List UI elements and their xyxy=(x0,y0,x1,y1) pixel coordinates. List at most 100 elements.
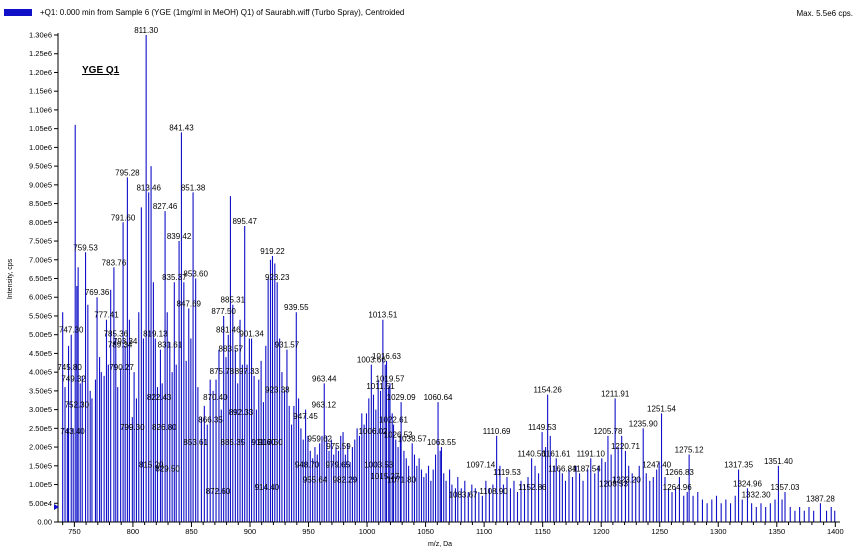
y-tick-label: 1.00e5 xyxy=(29,480,52,489)
peak-label: 1140.56 xyxy=(517,449,546,458)
peak-label-minor: 923.38 xyxy=(265,386,290,395)
peak-label: 1205.78 xyxy=(593,427,622,436)
peak-label: 785.36 xyxy=(104,329,129,338)
peak-label: 1029.09 xyxy=(387,393,416,402)
peak-label: 895.47 xyxy=(232,217,257,226)
max-intensity-label: Max. 5.5e6 cps. xyxy=(796,9,853,18)
peak-label-minor: 745.80 xyxy=(57,363,82,372)
peak-label-minor: 1187.54 xyxy=(572,464,601,473)
x-tick-label: 1150 xyxy=(535,527,551,536)
peak-labels-layer: 747.30 759.53 769.36 777.41 783.76 785.36 791.… xyxy=(57,26,835,503)
peak-label: 1013.51 xyxy=(368,311,397,320)
peak-label-minor: 892.33 xyxy=(229,408,254,417)
peak-label: 795.28 xyxy=(115,168,140,177)
y-tick-label: 8.00e5 xyxy=(29,218,52,227)
peak-label-minor: 1108.90 xyxy=(479,487,508,496)
peak-label-minor: 826.80 xyxy=(152,423,177,432)
x-tick-label: 750 xyxy=(68,527,81,536)
header-bar: +Q1: 0.000 min from Sample 6 (YGE (1mg/m… xyxy=(0,0,863,22)
peak-label-minor: 1152.86 xyxy=(518,483,547,492)
peak-label: 777.41 xyxy=(94,311,119,320)
peak-label-minor: 897.33 xyxy=(235,367,260,376)
peak-label-minor: 822.43 xyxy=(147,393,172,402)
y-tick-label: 3.00e5 xyxy=(29,405,52,414)
peak-label: 1154.26 xyxy=(533,386,562,395)
y-tick-label: 1.50e5 xyxy=(29,461,52,470)
peak-label: 1038.57 xyxy=(398,434,427,443)
y-tick-label: 9.50e5 xyxy=(29,162,52,171)
peak-label-minor: 1026.53 xyxy=(384,431,413,440)
peak-label-minor: 1223.20 xyxy=(612,476,641,485)
peak-label-minor: 885.35 xyxy=(221,438,246,447)
peak-label-minor: 1071.80 xyxy=(387,476,416,485)
peak-label: 1220.71 xyxy=(611,442,640,451)
x-tick-label: 1400 xyxy=(827,527,844,536)
peak-label-minor: 790.27 xyxy=(109,363,134,372)
peak-label: 1266.83 xyxy=(665,468,694,477)
peak-label-minor: 875.78 xyxy=(210,367,235,376)
y-tick-label: 3.50e5 xyxy=(29,386,52,395)
y-tick-label: 5.00e4 xyxy=(29,499,52,508)
peak-label: 783.76 xyxy=(102,258,127,267)
peak-label: 963.44 xyxy=(312,374,337,383)
peak-label-minor: 752.30 xyxy=(65,401,90,410)
peak-label: 877.50 xyxy=(211,307,236,316)
peak-label: 813.46 xyxy=(136,183,161,192)
peak-label-minor: 866.35 xyxy=(198,416,223,425)
spectrum-header-title: +Q1: 0.000 min from Sample 6 (YGE (1mg/m… xyxy=(40,8,405,17)
peak-label: 1166.84 xyxy=(548,464,577,473)
y-tick-label: 1.20e6 xyxy=(29,68,52,77)
peak-label: 747.30 xyxy=(59,326,84,335)
peak-label: 839.42 xyxy=(167,232,192,241)
peak-label: 1149.53 xyxy=(528,423,557,432)
peak-label: 1022.61 xyxy=(379,416,408,425)
peak-label: 1063.55 xyxy=(427,438,456,447)
peak-label: 1211.91 xyxy=(601,389,630,398)
peak-label: 1251.54 xyxy=(647,404,676,413)
y-tick-label: 1.05e6 xyxy=(29,124,52,133)
peak-label: 1019.57 xyxy=(376,374,405,383)
peak-label-minor: 1083.67 xyxy=(449,491,478,500)
marker-arrow-icon xyxy=(54,504,59,510)
y-tick-label: 9.00e5 xyxy=(29,180,52,189)
peak-label: 819.13 xyxy=(143,329,168,338)
peak-label: 1317.35 xyxy=(724,461,753,470)
x-tick-label: 1200 xyxy=(593,527,610,536)
peak-label-minor: 1003.53 xyxy=(364,461,393,470)
peak-label-minor: 872.60 xyxy=(206,487,231,496)
peak-label-minor: 955.64 xyxy=(303,476,328,485)
y-tick-label: 1.15e6 xyxy=(29,87,52,96)
peaks-layer xyxy=(62,35,836,522)
y-tick-label: 5.00e5 xyxy=(29,330,52,339)
peak-label-minor: 947.45 xyxy=(293,412,318,421)
peak-label: 885.31 xyxy=(221,296,246,305)
peak-label: 791.60 xyxy=(111,213,136,222)
peak-label-minor: 749.32 xyxy=(61,374,86,383)
axes-layer: 0.00 5.00e4 1.00e5 1.50e5 2.00e5 2.50e5 3.00e5… xyxy=(29,31,844,537)
peak-label-minor: 829.50 xyxy=(155,464,180,473)
x-tick-label: 1350 xyxy=(768,527,785,536)
x-tick-label: 800 xyxy=(127,527,140,536)
peak-label-minor: 789.34 xyxy=(108,341,133,350)
peak-label-minor: 911.60 xyxy=(252,438,276,447)
peak-label: 919.22 xyxy=(260,247,285,256)
x-tick-label: 850 xyxy=(185,527,198,536)
peak-label-minor: 917.50 xyxy=(258,438,283,447)
peak-label-minor: 975.59 xyxy=(326,442,351,451)
y-tick-label: 2.00e5 xyxy=(29,443,52,452)
peak-label: 1060.64 xyxy=(424,393,453,402)
peak-label-minor: 743.40 xyxy=(60,427,85,436)
peak-label: 811.30 xyxy=(134,26,158,35)
y-tick-label: 1.25e6 xyxy=(29,49,52,58)
peak-label: 901.34 xyxy=(239,329,264,338)
y-tick-label: 6.00e5 xyxy=(29,293,52,302)
peak-label-minor: 1332.30 xyxy=(742,491,771,500)
peak-label: 1387.28 xyxy=(806,494,835,503)
y-tick-label: 6.50e5 xyxy=(29,274,52,283)
peak-label: 841.43 xyxy=(169,123,194,132)
x-tick-label: 950 xyxy=(302,527,315,536)
peak-label-minor: 959.62 xyxy=(308,434,333,443)
peak-label: 881.46 xyxy=(216,326,241,335)
peak-label: 759.53 xyxy=(73,243,98,252)
x-tick-label: 1300 xyxy=(710,527,727,536)
